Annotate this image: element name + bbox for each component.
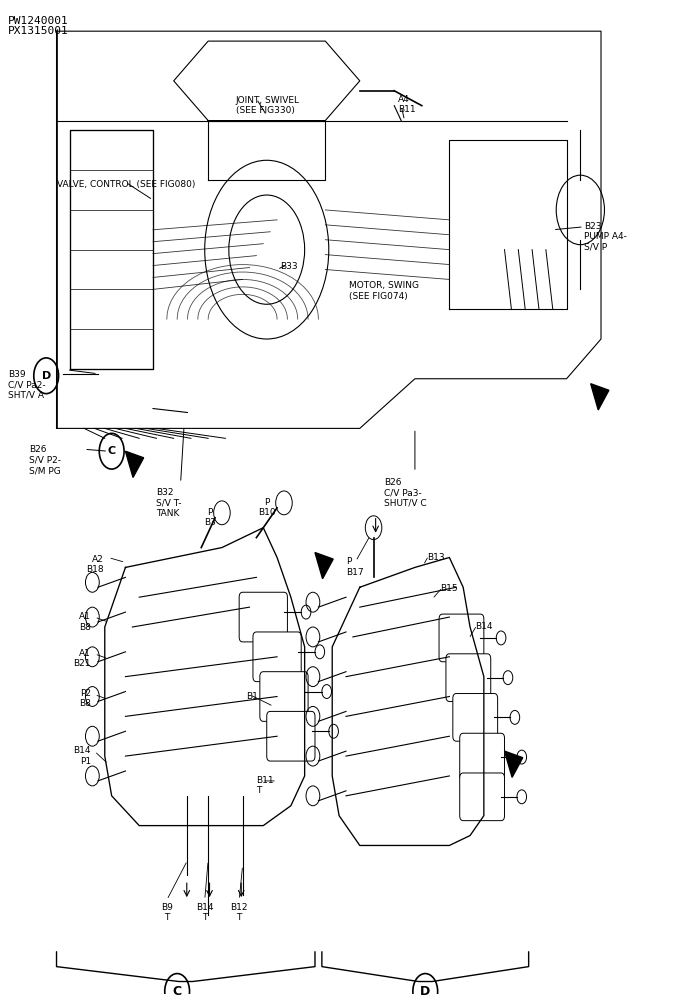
Text: B9
T: B9 T [161, 903, 173, 922]
Text: B39
C/V Pa2-
SHT/V A: B39 C/V Pa2- SHT/V A [8, 370, 46, 400]
FancyBboxPatch shape [253, 632, 301, 682]
FancyBboxPatch shape [453, 694, 498, 741]
Text: B23
PUMP A4-
S/V P: B23 PUMP A4- S/V P [584, 222, 627, 252]
Text: C: C [172, 985, 182, 998]
Text: PX1315001: PX1315001 [8, 26, 69, 36]
Text: C: C [107, 446, 116, 456]
Text: D: D [42, 371, 51, 381]
Text: B13: B13 [427, 553, 444, 562]
Text: A1
B21: A1 B21 [73, 649, 91, 668]
Text: D: D [420, 985, 430, 998]
FancyBboxPatch shape [459, 733, 504, 781]
FancyBboxPatch shape [239, 592, 287, 642]
Text: B14
T: B14 T [196, 903, 213, 922]
Text: A4
B11: A4 B11 [399, 95, 416, 114]
FancyBboxPatch shape [266, 711, 315, 761]
Text: P
B10: P B10 [258, 498, 275, 517]
Text: A1
B8: A1 B8 [79, 612, 91, 632]
Text: P2
B8: P2 B8 [79, 689, 91, 708]
Text: B15: B15 [440, 584, 458, 593]
Text: P
B3: P B3 [204, 508, 216, 527]
Text: P
B17: P B17 [346, 557, 363, 577]
Polygon shape [591, 384, 609, 410]
Polygon shape [125, 451, 144, 477]
Text: B26
S/V P2-
S/M PG: B26 S/V P2- S/M PG [29, 445, 61, 475]
FancyBboxPatch shape [439, 614, 484, 662]
Text: B26
C/V Pa3-
SHUT/V C: B26 C/V Pa3- SHUT/V C [384, 478, 426, 508]
FancyBboxPatch shape [459, 773, 504, 821]
Polygon shape [315, 553, 333, 579]
Text: A2
B18: A2 B18 [86, 555, 103, 574]
Text: B33: B33 [280, 262, 298, 271]
Text: PW1240001: PW1240001 [8, 16, 69, 26]
FancyBboxPatch shape [260, 672, 308, 721]
Text: B12
T: B12 T [230, 903, 248, 922]
Text: B14: B14 [475, 622, 493, 631]
Text: MOTOR, SWING
(SEE FIG074): MOTOR, SWING (SEE FIG074) [349, 281, 419, 301]
Text: VALVE, CONTROL (SEE FIG080): VALVE, CONTROL (SEE FIG080) [57, 180, 195, 189]
Text: B11
T: B11 T [257, 776, 274, 795]
Text: B1: B1 [246, 692, 258, 701]
Text: B14
P1: B14 P1 [73, 746, 91, 766]
Text: JOINT, SWIVEL
(SEE FIG330): JOINT, SWIVEL (SEE FIG330) [236, 96, 300, 115]
FancyBboxPatch shape [446, 654, 491, 701]
Polygon shape [504, 751, 522, 777]
Text: B32
S/V T-
TANK: B32 S/V T- TANK [156, 488, 182, 518]
